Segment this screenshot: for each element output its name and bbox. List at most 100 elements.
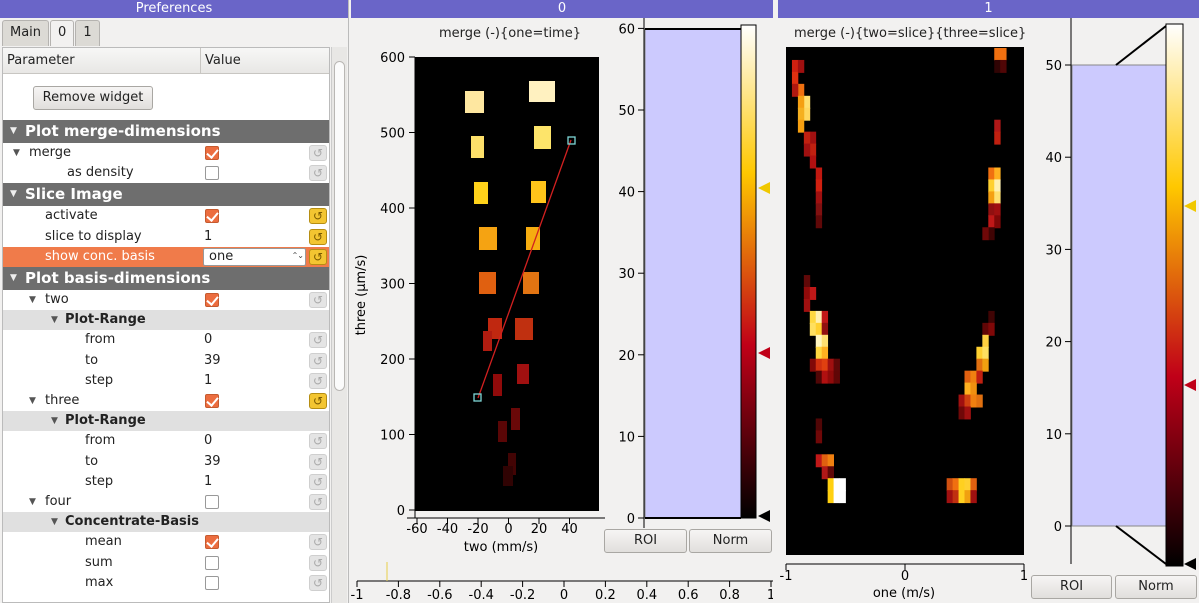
dock1-norm-button[interactable]: Norm <box>1115 575 1197 599</box>
dock0-image[interactable] <box>415 57 599 511</box>
tree-row-step[interactable]: step 1 <box>3 472 329 492</box>
tree-row-activate[interactable]: activate <box>3 206 329 226</box>
dock1-black-marker[interactable] <box>1184 558 1196 570</box>
dock0-roi-button[interactable]: ROI <box>604 529 687 553</box>
dock1-red-marker[interactable] <box>1184 379 1196 391</box>
tab-1[interactable]: 1 <box>75 20 100 46</box>
row-value[interactable]: 1 <box>204 228 213 244</box>
expand-arrow-icon[interactable]: ▼ <box>29 497 36 507</box>
tab-main[interactable]: Main <box>2 20 50 46</box>
checkbox[interactable] <box>205 555 219 570</box>
checkbox[interactable] <box>205 575 219 590</box>
row-value[interactable]: 0 <box>204 433 213 449</box>
reset-default-icon[interactable] <box>309 391 327 411</box>
dock0-red-marker[interactable] <box>758 347 770 359</box>
dock1-colorbar[interactable] <box>1165 23 1184 567</box>
tree-row-show-conc-basis[interactable]: show conc. basis one <box>3 246 329 267</box>
row-value[interactable]: 39 <box>204 352 221 368</box>
tree-row-from[interactable]: from 0 <box>3 431 329 451</box>
checkbox[interactable] <box>205 535 219 550</box>
preferences-title[interactable]: Preferences <box>0 0 348 18</box>
tree-row-as-density[interactable]: as density <box>3 163 329 183</box>
dock1-yellow-marker[interactable] <box>1184 200 1196 212</box>
basis-select[interactable]: one <box>203 247 306 266</box>
tree-row-plot-range[interactable]: ▼ Plot-Range <box>3 411 329 432</box>
dock0-colorbar[interactable] <box>740 24 757 519</box>
reset-default-icon[interactable] <box>309 330 327 350</box>
dock1-title[interactable]: 1 <box>778 0 1199 18</box>
expand-arrow-icon[interactable]: ▼ <box>13 148 20 158</box>
dock0-title[interactable]: 0 <box>351 0 773 18</box>
prefs-scroll-thumb[interactable] <box>334 61 345 391</box>
roi-handle-end[interactable] <box>567 136 576 145</box>
x-tick-label: -60 <box>406 522 427 537</box>
tree-row-four[interactable]: ▼ four <box>3 492 329 512</box>
reset-default-icon[interactable] <box>309 532 327 552</box>
dock0-yellow-marker[interactable] <box>758 182 770 194</box>
tree-row-to[interactable]: to 39 <box>3 452 329 472</box>
checkbox[interactable] <box>205 146 219 160</box>
reset-default-icon[interactable] <box>309 553 327 573</box>
reset-default-icon[interactable] <box>309 371 327 391</box>
roi-handle-start[interactable] <box>473 393 482 402</box>
reset-default-icon[interactable] <box>309 452 327 472</box>
expand-arrow-icon[interactable]: ▼ <box>51 315 58 326</box>
reset-default-icon[interactable] <box>309 472 327 492</box>
image-cell <box>982 227 989 241</box>
checkbox[interactable] <box>205 166 219 181</box>
dock0-plot-title: merge (-){one=time} <box>439 26 581 41</box>
expand-arrow-icon[interactable]: ▼ <box>10 189 17 200</box>
tree-row-concentrate-basis[interactable]: ▼ Concentrate-Basis <box>3 512 329 533</box>
tree-row-slice-to-display[interactable]: slice to display 1 <box>3 227 329 247</box>
checkbox[interactable] <box>205 495 219 509</box>
expand-arrow-icon[interactable]: ▼ <box>51 517 58 528</box>
reset-default-icon[interactable] <box>309 143 327 163</box>
reset-default-icon[interactable] <box>309 290 327 310</box>
reset-default-icon[interactable] <box>309 206 327 226</box>
row-value[interactable]: 1 <box>204 473 213 489</box>
tree-row-plot-range[interactable]: ▼ Plot-Range <box>3 310 329 331</box>
reset-default-icon[interactable] <box>309 492 327 512</box>
reset-default-icon[interactable] <box>309 431 327 451</box>
expand-arrow-icon[interactable]: ▼ <box>51 416 58 427</box>
expand-arrow-icon[interactable]: ▼ <box>10 273 17 283</box>
expand-arrow-icon[interactable]: ▼ <box>29 396 36 406</box>
tree-row-plot-merge-dimensions[interactable]: ▼ Plot merge-dimensions <box>3 120 329 143</box>
dock1-roi-button[interactable]: ROI <box>1031 575 1112 599</box>
tree-row-two[interactable]: ▼ two <box>3 290 329 310</box>
roi-line[interactable] <box>477 139 572 399</box>
dock0-norm-button[interactable]: Norm <box>689 529 772 553</box>
tree-row-max[interactable]: max <box>3 573 329 593</box>
tree-row-step[interactable]: step 1 <box>3 371 329 391</box>
row-value[interactable]: 0 <box>204 332 213 348</box>
tree-row-three[interactable]: ▼ three <box>3 391 329 411</box>
prefs-scrollbar[interactable] <box>331 47 347 603</box>
row-value[interactable]: 1 <box>204 372 213 388</box>
tree-row-slice-image[interactable]: ▼ Slice Image <box>3 183 329 207</box>
checkbox[interactable] <box>205 209 219 224</box>
reset-default-icon[interactable] <box>309 163 327 183</box>
tree-row-plot-basis-dimensions[interactable]: ▼ Plot basis-dimensions <box>3 267 329 290</box>
remove-widget-button[interactable]: Remove widget <box>33 86 153 110</box>
image-cell <box>827 358 834 372</box>
expand-arrow-icon[interactable]: ▼ <box>10 126 17 136</box>
tree-row-to[interactable]: to 39 <box>3 351 329 371</box>
expand-arrow-icon[interactable]: ▼ <box>29 295 36 305</box>
tree-row-sum[interactable]: sum <box>3 553 329 573</box>
param-column-header[interactable]: Parameter <box>3 48 201 73</box>
tree-row-from[interactable]: from 0 <box>3 330 329 350</box>
reset-default-icon[interactable] <box>309 227 327 247</box>
tree-row-merge[interactable]: ▼ merge <box>3 143 329 163</box>
dock0-histogram-region[interactable] <box>644 28 746 519</box>
reset-default-icon[interactable] <box>309 573 327 593</box>
dock1-histogram-region[interactable] <box>1071 64 1168 527</box>
reset-default-icon[interactable] <box>309 351 327 371</box>
checkbox[interactable] <box>205 293 219 307</box>
reset-default-icon[interactable] <box>309 247 327 267</box>
tab-0[interactable]: 0 <box>50 20 75 46</box>
tree-row-mean[interactable]: mean <box>3 532 329 552</box>
dock0-black-marker[interactable] <box>758 510 770 522</box>
value-column-header[interactable]: Value <box>205 53 241 68</box>
checkbox[interactable] <box>205 394 219 408</box>
row-value[interactable]: 39 <box>204 453 221 469</box>
